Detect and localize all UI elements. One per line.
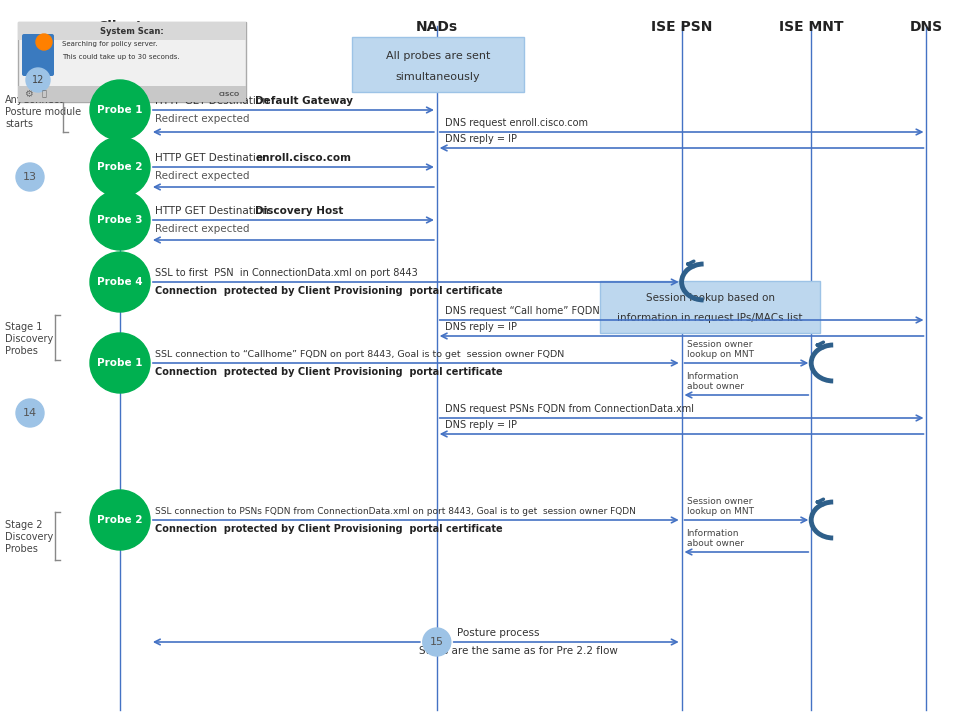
Text: SSL connection to PSNs FQDN from ConnectionData.xml on port 8443, Goal is to get: SSL connection to PSNs FQDN from Connect…: [155, 507, 636, 516]
Text: HTTP GET Destination: HTTP GET Destination: [155, 96, 269, 106]
Text: This could take up to 30 seconds.: This could take up to 30 seconds.: [62, 54, 180, 60]
FancyBboxPatch shape: [18, 86, 246, 102]
Text: ⓘ: ⓘ: [41, 89, 46, 99]
Text: 15: 15: [430, 637, 444, 647]
Text: Redirect expected: Redirect expected: [155, 114, 250, 124]
Text: Session owner
lookup on MNT: Session owner lookup on MNT: [686, 340, 754, 359]
Text: Steps are the same as for Pre 2.2 flow: Steps are the same as for Pre 2.2 flow: [419, 646, 617, 656]
Text: Probe 4: Probe 4: [97, 277, 143, 287]
Circle shape: [90, 137, 150, 197]
Circle shape: [90, 252, 150, 312]
Circle shape: [36, 34, 52, 50]
Text: Session owner
lookup on MNT: Session owner lookup on MNT: [686, 497, 754, 516]
Circle shape: [422, 628, 451, 656]
Text: Stage 1
Discovery
Probes: Stage 1 Discovery Probes: [5, 323, 53, 356]
Text: 13: 13: [23, 172, 37, 182]
Text: Session lookup based on: Session lookup based on: [645, 293, 775, 303]
Text: DNS reply = IP: DNS reply = IP: [444, 322, 516, 332]
FancyBboxPatch shape: [22, 34, 54, 76]
Text: Redirect expected: Redirect expected: [155, 171, 250, 181]
Text: DNS request “Call home” FQDN: DNS request “Call home” FQDN: [444, 306, 600, 316]
Text: 12: 12: [32, 75, 44, 85]
Text: Connection  protected by Client Provisioning  portal certificate: Connection protected by Client Provision…: [155, 286, 503, 296]
Text: Default Gateway: Default Gateway: [255, 96, 353, 106]
Circle shape: [26, 68, 50, 92]
Text: HTTP GET Destination: HTTP GET Destination: [155, 206, 269, 216]
Text: HTTP GET Destination: HTTP GET Destination: [155, 153, 269, 163]
Text: information in request IPs/MACs list: information in request IPs/MACs list: [617, 313, 803, 323]
Text: SSL to first  PSN  in ConnectionData.xml on port 8443: SSL to first PSN in ConnectionData.xml o…: [155, 268, 418, 278]
Text: CISCO: CISCO: [219, 92, 240, 97]
Circle shape: [90, 190, 150, 250]
Text: Probe 3: Probe 3: [97, 215, 143, 225]
Text: SSL connection to “Callhome” FQDN on port 8443, Goal is to get  session owner FQ: SSL connection to “Callhome” FQDN on por…: [155, 350, 564, 359]
Text: DNS: DNS: [910, 20, 943, 34]
Text: Probe 1: Probe 1: [97, 358, 143, 368]
Text: DNS request PSNs FQDN from ConnectionData.xml: DNS request PSNs FQDN from ConnectionDat…: [444, 404, 694, 414]
FancyBboxPatch shape: [18, 22, 246, 102]
Text: DNS reply = IP: DNS reply = IP: [444, 134, 516, 144]
Text: enroll.cisco.com: enroll.cisco.com: [255, 153, 351, 163]
Circle shape: [90, 80, 150, 140]
Text: Information
about owner: Information about owner: [686, 528, 744, 548]
Circle shape: [16, 163, 44, 191]
Text: simultaneously: simultaneously: [396, 71, 480, 81]
Text: 14: 14: [23, 408, 37, 418]
Text: DNS reply = IP: DNS reply = IP: [444, 420, 516, 430]
Text: NADs: NADs: [416, 20, 458, 34]
Text: Connection  protected by Client Provisioning  portal certificate: Connection protected by Client Provision…: [155, 524, 503, 534]
Circle shape: [90, 490, 150, 550]
Text: AnyConnect
Posture module
starts: AnyConnect Posture module starts: [5, 95, 82, 129]
FancyBboxPatch shape: [600, 281, 820, 333]
Text: Information
about owner: Information about owner: [686, 372, 744, 391]
Text: Searching for policy server.: Searching for policy server.: [62, 41, 157, 47]
Text: DNS request enroll.cisco.com: DNS request enroll.cisco.com: [444, 118, 588, 128]
Text: All probes are sent: All probes are sent: [386, 51, 491, 61]
Circle shape: [90, 333, 150, 393]
FancyBboxPatch shape: [18, 22, 246, 40]
Text: Discovery Host: Discovery Host: [255, 206, 344, 216]
Text: Stage 2
Discovery
Probes: Stage 2 Discovery Probes: [5, 521, 53, 554]
FancyBboxPatch shape: [352, 37, 524, 92]
Text: Posture process: Posture process: [457, 628, 540, 638]
Circle shape: [16, 399, 44, 427]
Text: System Scan:: System Scan:: [100, 27, 164, 35]
Text: Probe 2: Probe 2: [97, 515, 143, 525]
Text: Connection  protected by Client Provisioning  portal certificate: Connection protected by Client Provision…: [155, 367, 503, 377]
Text: ISE PSN: ISE PSN: [651, 20, 712, 34]
Text: Client: Client: [97, 20, 143, 34]
Text: Redirect expected: Redirect expected: [155, 224, 250, 234]
Text: Probe 2: Probe 2: [97, 162, 143, 172]
Text: Probe 1: Probe 1: [97, 105, 143, 115]
Text: ISE MNT: ISE MNT: [779, 20, 844, 34]
Text: ⚙: ⚙: [24, 89, 33, 99]
